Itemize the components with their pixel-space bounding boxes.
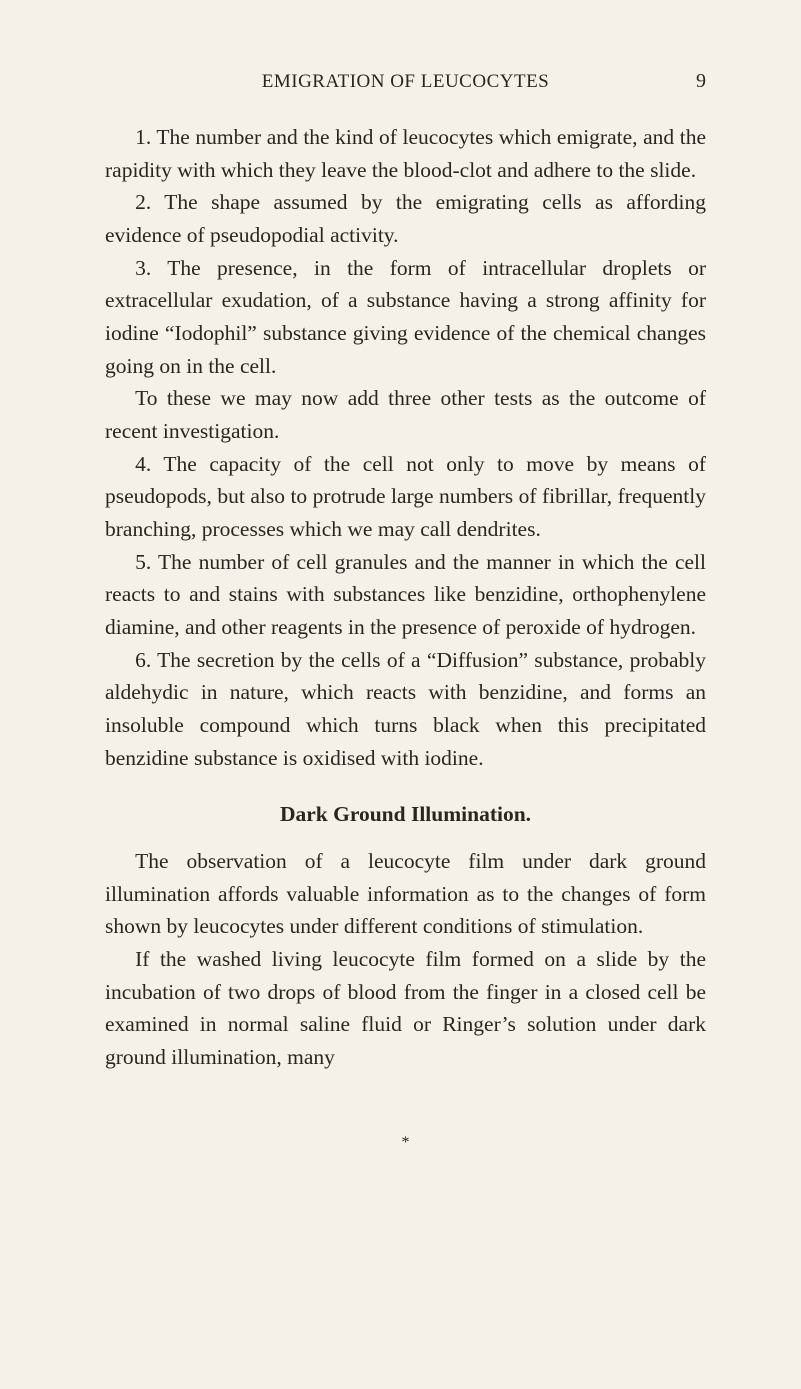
- foot-mark: *: [105, 1134, 706, 1152]
- paragraph-6: 5. The number of cell granules and the m…: [105, 546, 706, 644]
- paragraph-4: To these we may now add three other test…: [105, 382, 706, 447]
- section-heading: Dark Ground Illumination.: [105, 798, 706, 831]
- paragraph-9: If the washed living leucocyte film form…: [105, 943, 706, 1074]
- running-title: EMIGRATION OF LEUCOCYTES: [105, 71, 676, 93]
- body-text: 1. The number and the kind of leucocytes…: [105, 121, 706, 1074]
- paragraph-3: 3. The presence, in the form of intracel…: [105, 252, 706, 383]
- paragraph-5: 4. The capacity of the cell not only to …: [105, 448, 706, 546]
- paragraph-8: The observation of a leucocyte film unde…: [105, 845, 706, 943]
- page-number: 9: [676, 70, 706, 93]
- paragraph-7: 6. The secretion by the cells of a “Diff…: [105, 644, 706, 775]
- paragraph-2: 2. The shape assumed by the emigrating c…: [105, 186, 706, 251]
- paragraph-1: 1. The number and the kind of leucocytes…: [105, 121, 706, 186]
- running-head: EMIGRATION OF LEUCOCYTES 9: [105, 70, 706, 93]
- page-container: EMIGRATION OF LEUCOCYTES 9 1. The number…: [0, 0, 801, 1212]
